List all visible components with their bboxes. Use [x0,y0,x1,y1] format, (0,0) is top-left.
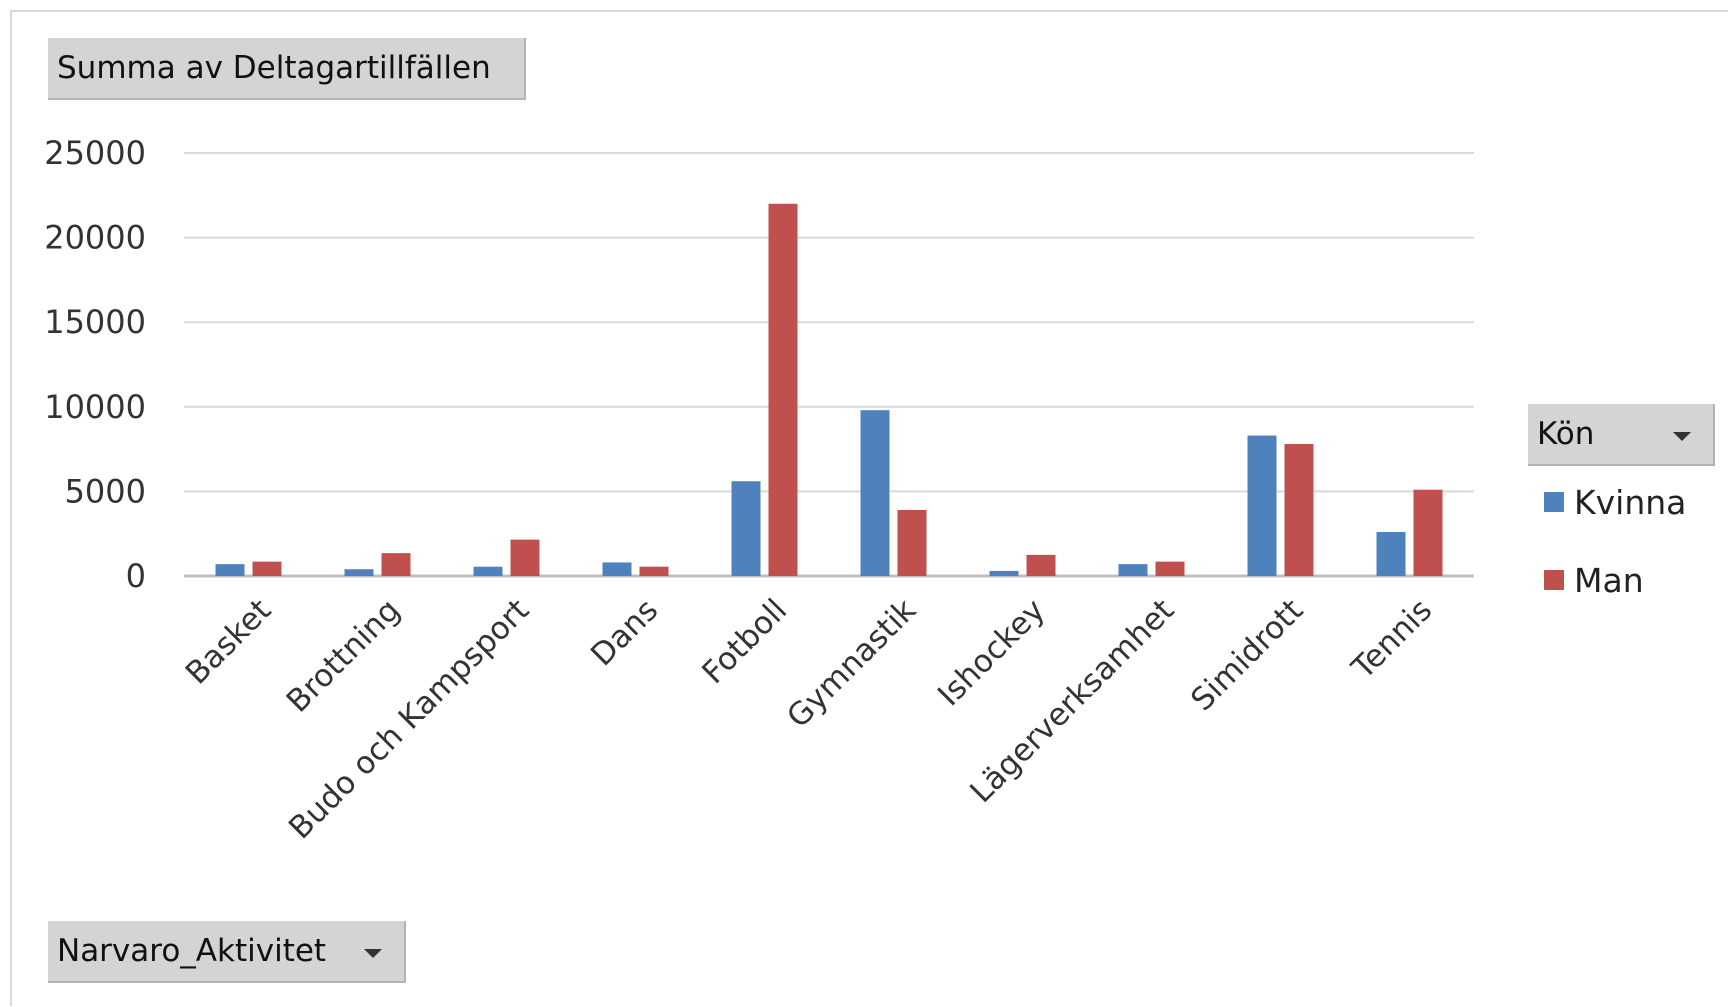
x-category-label: Brottning [280,592,407,719]
bar-man-0[interactable] [252,561,282,576]
gridlines [184,152,1474,578]
y-tick-label: 20000 [44,219,146,257]
bar-kvinna-4[interactable] [731,481,761,576]
x-category-label: Gymnastik [780,592,923,735]
legend-label-man: Man [1574,560,1644,600]
x-category-label: Simidrott [1184,592,1310,718]
legend: Kvinna Man [1544,482,1686,638]
bar-man-4[interactable] [768,203,798,576]
bar-kvinna-8[interactable] [1247,435,1277,576]
bar-kvinna-7[interactable] [1118,564,1148,576]
axis-field-button[interactable]: Narvaro_Aktivitet [48,921,406,983]
bar-man-1[interactable] [381,553,411,576]
legend-item-kvinna: Kvinna [1544,482,1686,522]
x-category-label: Tennis [1345,592,1440,687]
x-category-label: Budo och Kampsport [282,592,536,846]
bars [215,203,1443,576]
legend-field-label: Kön [1537,416,1595,452]
legend-swatch-kvinna [1544,492,1564,512]
bar-kvinna-0[interactable] [215,564,245,576]
y-tick-label: 25000 [44,134,146,172]
bar-man-6[interactable] [1026,554,1056,576]
x-category-label: Dans [584,592,665,673]
legend-field-button[interactable]: Kön [1528,404,1715,466]
axis-field-label: Narvaro_Aktivitet [57,933,327,969]
y-tick-label: 10000 [44,388,146,426]
bar-kvinna-1[interactable] [344,569,374,576]
values-field-button[interactable]: Summa av Deltagartillfällen [48,38,526,100]
values-field-label: Summa av Deltagartillfällen [57,50,491,86]
x-category-label: Fotboll [695,592,794,691]
bar-kvinna-5[interactable] [860,410,890,576]
y-axis-ticks: 0 5000 10000 15000 20000 25000 [44,134,146,595]
y-tick-label: 0 [126,557,146,595]
chevron-down-icon[interactable] [1673,432,1691,441]
legend-label-kvinna: Kvinna [1574,482,1687,522]
bar-man-7[interactable] [1155,561,1185,576]
chevron-down-icon[interactable] [364,949,382,958]
bar-man-9[interactable] [1413,489,1443,576]
bar-kvinna-2[interactable] [473,566,503,576]
bar-man-2[interactable] [510,539,540,576]
bar-kvinna-3[interactable] [602,562,632,576]
x-category-label: Ishockey [931,592,1052,713]
legend-item-man: Man [1544,560,1686,600]
bar-man-8[interactable] [1284,444,1314,576]
y-tick-label: 5000 [65,472,146,510]
bar-man-3[interactable] [639,566,669,576]
y-tick-label: 15000 [44,303,146,341]
bar-kvinna-9[interactable] [1376,532,1406,576]
legend-swatch-man [1544,570,1564,590]
bar-kvinna-6[interactable] [989,570,1019,576]
x-category-label: Basket [179,592,278,691]
bar-man-5[interactable] [897,510,927,576]
